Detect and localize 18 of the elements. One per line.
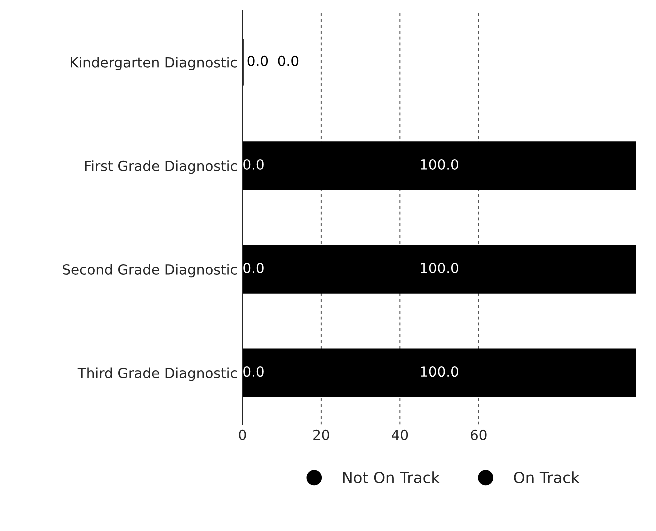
- data-label: 0.0: [244, 159, 264, 170]
- x-tick-label: 20: [314, 430, 330, 440]
- x-tick-label: 40: [392, 430, 408, 440]
- data-label: 100.0: [421, 159, 458, 170]
- data-label: 0.0: [244, 366, 264, 378]
- y-tick-label: Second Grade Diagnostic: [63, 264, 237, 278]
- legend-label: On Track: [514, 472, 580, 484]
- data-label: 0.0: [278, 56, 299, 66]
- x-tick-label: 0: [239, 430, 246, 440]
- data-label: 0.0: [244, 263, 264, 274]
- y-tick-label: First Grade Diagnostic: [85, 160, 237, 174]
- x-tick-label: 60: [471, 430, 487, 440]
- y-tick-label: Third Grade Diagnostic: [78, 368, 237, 382]
- data-label: 100.0: [421, 263, 458, 274]
- data-label: 0.0: [248, 56, 268, 66]
- legend-label: Not On Track: [343, 472, 440, 484]
- data-label: 100.0: [421, 366, 458, 378]
- y-tick-label: Kindergarten Diagnostic: [71, 57, 237, 71]
